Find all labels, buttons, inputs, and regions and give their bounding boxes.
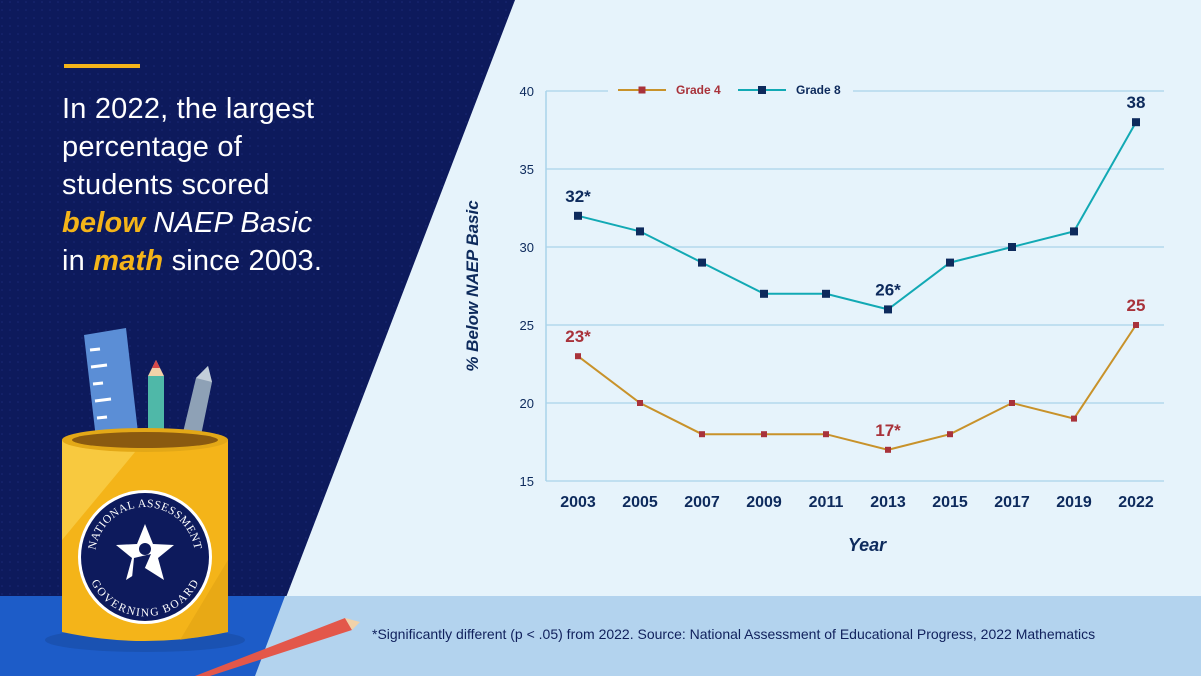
y-tick-label: 20	[520, 396, 534, 411]
headline-line-1: In 2022, the largest	[62, 93, 315, 125]
x-tick-label: 2019	[1056, 494, 1092, 511]
data-point	[698, 258, 706, 267]
data-label: 38	[1127, 93, 1146, 112]
legend-background	[608, 80, 853, 102]
headline-below: below	[62, 207, 146, 239]
y-tick-label: 30	[520, 240, 534, 255]
legend-label-1: Grade 8	[796, 83, 841, 97]
headline-in: in	[62, 245, 94, 277]
data-point	[699, 431, 705, 438]
pen-icon	[180, 366, 212, 450]
data-point	[1133, 322, 1139, 328]
data-point	[637, 400, 643, 406]
headline-accent-bar	[64, 64, 140, 68]
legend-marker-0	[638, 86, 646, 94]
data-point	[885, 446, 891, 453]
x-tick-label: 2005	[622, 494, 658, 511]
x-tick-label: 2022	[1118, 494, 1154, 511]
data-label: 32*	[565, 187, 591, 206]
data-point	[822, 289, 830, 298]
headline-line-2: percentage of	[62, 131, 242, 163]
x-tick-label: 2013	[870, 494, 906, 511]
data-point	[574, 211, 582, 220]
legend-marker-1	[758, 86, 766, 94]
chart-grid	[545, 90, 1164, 482]
headline-since: since 2003.	[163, 245, 323, 277]
ruler-icon	[84, 328, 140, 456]
y-axis-ticks: 15 20 25 30 35 40	[520, 84, 534, 489]
data-point	[1008, 243, 1016, 251]
x-axis-ticks: 2003 2005 2007 2009 2011 2013 2015 2017 2019 2022	[560, 494, 1154, 511]
data-point	[1070, 227, 1078, 236]
data-point	[823, 431, 829, 438]
data-point	[947, 431, 953, 438]
legend-label-0: Grade 4	[676, 83, 721, 97]
data-label: 17*	[875, 421, 901, 440]
footnote: *Significantly different (p < .05) from …	[372, 626, 1096, 642]
data-point	[1132, 118, 1140, 127]
headline-line-4: below NAEP Basic	[62, 204, 382, 242]
x-tick-label: 2007	[684, 494, 720, 511]
data-point	[760, 289, 768, 298]
data-point	[946, 258, 954, 267]
data-point	[884, 305, 892, 314]
x-tick-label: 2003	[560, 494, 596, 511]
nagb-logo: NATIONAL ASSESSMENT GOVERNING BOARD	[78, 490, 212, 624]
data-point	[575, 353, 581, 360]
headline: In 2022, the largest percentage of stude…	[62, 90, 382, 280]
x-tick-label: 2017	[994, 494, 1030, 511]
data-point	[1071, 415, 1077, 422]
headline-line-5: in math since 2003.	[62, 242, 382, 280]
x-tick-label: 2009	[746, 494, 782, 511]
y-tick-label: 15	[520, 474, 534, 489]
data-point	[1009, 400, 1015, 406]
data-label: 26*	[875, 280, 901, 299]
line-chart: 15 20 25 30 35 40 2003 2005 2007 2009 2011 2013 201…	[463, 80, 1164, 555]
headline-math: math	[93, 245, 164, 277]
y-tick-label: 25	[520, 318, 534, 333]
x-axis-label: Year	[848, 535, 887, 555]
data-point	[761, 431, 767, 438]
chart-legend: Grade 4 Grade 8	[608, 80, 853, 102]
red-pencil-icon	[195, 618, 360, 676]
y-tick-label: 35	[520, 162, 534, 177]
data-label: 25	[1127, 296, 1146, 315]
x-tick-label: 2015	[932, 494, 968, 511]
star-icon	[116, 524, 174, 580]
y-tick-label: 40	[520, 84, 534, 99]
y-axis-label: % Below NAEP Basic	[463, 200, 482, 372]
x-tick-label: 2011	[809, 494, 844, 511]
series-line-grade-4	[577, 324, 1137, 451]
data-point	[636, 227, 644, 236]
chart-series: 23* 17* 25 32* 26* 38	[565, 93, 1145, 453]
series-line-grade-8	[577, 121, 1137, 311]
headline-line-3: students scored	[62, 169, 270, 201]
headline-naep-basic: NAEP Basic	[145, 207, 313, 239]
data-label: 23*	[565, 327, 591, 346]
